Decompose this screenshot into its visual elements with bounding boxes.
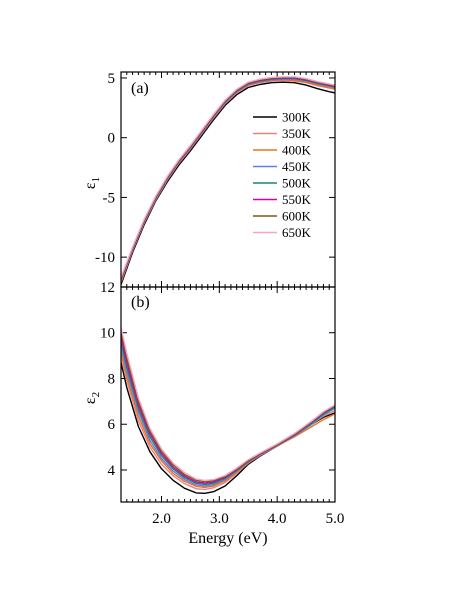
series-line-400k <box>121 350 335 489</box>
panel-a-y-axis-symbol: ε <box>82 182 99 189</box>
series-line-450k <box>121 345 335 487</box>
x-axis-title: Energy (eV) <box>188 530 267 547</box>
legend-label-650k: 650K <box>282 225 312 240</box>
legend-label-500k: 500K <box>282 176 312 191</box>
x-tick-label: 5.0 <box>326 511 345 527</box>
panel-b-y-tick-label: 12 <box>100 280 115 296</box>
series-line-650k <box>121 326 335 482</box>
panel-a-y-axis-title: ε1 <box>82 177 102 189</box>
series-line-600k <box>121 331 335 483</box>
legend-label-600k: 600K <box>282 209 312 224</box>
series-line-350k <box>121 355 335 491</box>
panel-b-frame <box>120 286 336 503</box>
panel-a-y-tick-label: 0 <box>108 131 116 147</box>
legend-label-350k: 350K <box>282 126 312 141</box>
panel-b-ticks <box>121 286 336 502</box>
panel-a-y-axis-subscript: 1 <box>90 177 102 183</box>
panel-a-y-tick-labels: -10 -5 0 5 <box>95 71 115 266</box>
panel-b-y-tick-label: 4 <box>108 463 116 479</box>
legend-label-400k: 400K <box>282 143 312 158</box>
legend-label-450k: 450K <box>282 159 312 174</box>
panel-b-y-axis-subscript: 2 <box>90 392 102 398</box>
panel-a-y-tick-label: -10 <box>95 250 115 266</box>
panel-a-series <box>121 76 335 285</box>
panel-b-y-tick-label: 8 <box>108 371 116 387</box>
panel-a-y-tick-label: -5 <box>103 190 116 206</box>
panel-a-y-tick-label: 5 <box>108 71 116 87</box>
panel-b-series <box>121 326 335 494</box>
x-tick-label: 3.0 <box>210 511 229 527</box>
legend-label-550k: 550K <box>282 192 312 207</box>
legend-label-300k: 300K <box>282 110 312 125</box>
series-line-550k <box>121 336 335 484</box>
panel-b-y-axis-title: ε2 <box>82 392 102 404</box>
panel-b-label: (b) <box>131 294 150 311</box>
panel-b-y-axis-symbol: ε <box>82 397 99 404</box>
panel-b-y-tick-label: 6 <box>108 417 116 433</box>
panel-b: 4 6 8 10 12 2.0 3.0 4.0 5.0 (b) ε2 Energy (eV) <box>82 280 344 547</box>
panel-b-y-tick-labels: 4 6 8 10 12 <box>100 280 116 479</box>
series-line-500k <box>121 340 335 486</box>
series-line-650k <box>121 76 335 278</box>
panel-b-x-tick-labels: 2.0 3.0 4.0 5.0 <box>152 511 344 527</box>
x-tick-label: 4.0 <box>268 511 287 527</box>
panel-a-label: (a) <box>131 80 149 97</box>
x-tick-label: 2.0 <box>152 511 171 527</box>
panel-b-y-tick-label: 10 <box>100 326 115 342</box>
